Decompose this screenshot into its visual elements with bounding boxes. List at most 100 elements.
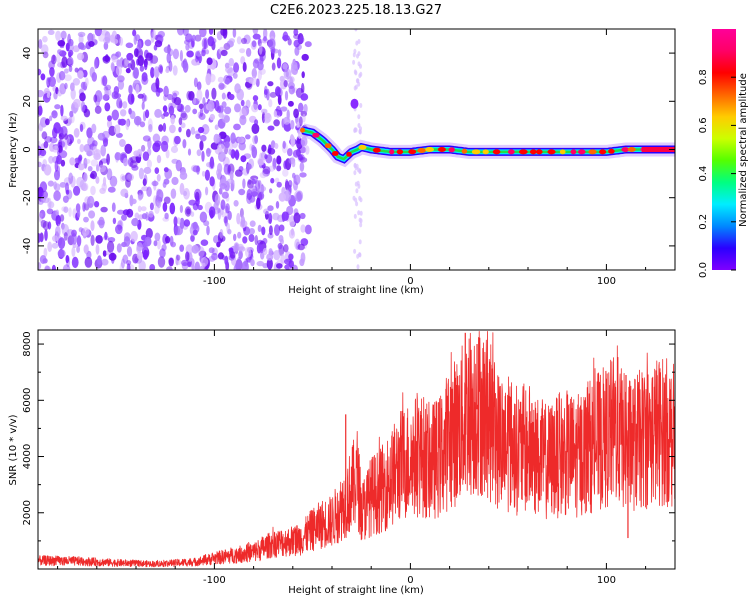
noise-blob (283, 80, 288, 88)
noise-blob (241, 260, 249, 270)
noise-blob (121, 214, 127, 221)
noise-blob (67, 33, 71, 46)
noise-blob (86, 127, 93, 139)
noise-blob (201, 170, 206, 177)
noise-blob (199, 211, 208, 223)
noise-blob (267, 147, 276, 155)
noise-blob (353, 170, 357, 176)
noise-blob (64, 74, 72, 82)
figure-title: C2E6.2023.225.18.13.G27 (270, 3, 442, 18)
noise-blob (192, 108, 198, 115)
noise-blob (232, 29, 237, 38)
noise-blob (192, 229, 198, 236)
noise-blob (278, 235, 284, 242)
noise-blob (201, 37, 209, 50)
noise-blob (104, 231, 108, 240)
ridge-hotspot (372, 147, 381, 153)
noise-blob (144, 62, 148, 71)
noise-blob (117, 79, 125, 90)
snr-marks (38, 331, 675, 568)
noise-blob (200, 239, 209, 246)
noise-blob (38, 262, 42, 270)
noise-blob (168, 105, 175, 116)
noise-blob (142, 135, 151, 142)
noise-blob (59, 150, 68, 159)
noise-blob (276, 165, 282, 172)
noise-blob (271, 62, 276, 71)
noise-blob (44, 265, 51, 270)
noise-blob (181, 259, 189, 267)
noise-blob (194, 34, 202, 42)
y-tick-label: 4000 (22, 444, 33, 469)
noise-blob (125, 68, 131, 74)
noise-blob (353, 248, 357, 254)
noise-blob (38, 199, 44, 205)
noise-blob (195, 195, 200, 207)
noise-blob (66, 57, 73, 65)
noise-blob (251, 185, 258, 198)
ridge-hotspot (529, 149, 537, 155)
noise-blob (191, 34, 196, 42)
noise-blob (229, 247, 234, 257)
noise-blob (148, 210, 154, 218)
noise-blob (358, 73, 362, 79)
ridge-hotspot (396, 149, 404, 155)
ridge-hotspot (331, 151, 339, 156)
noise-blob (233, 264, 240, 270)
noise-blob (267, 81, 274, 87)
noise-blob (264, 112, 271, 119)
noise-blob (176, 29, 185, 36)
noise-blob (190, 211, 195, 217)
noise-blob (258, 185, 267, 192)
noise-blob (46, 208, 54, 215)
noise-blob (277, 242, 283, 250)
noise-blob (233, 62, 240, 73)
noise-blob (77, 31, 86, 38)
noise-blob (53, 190, 61, 202)
noise-blob (106, 153, 110, 166)
noise-blob (145, 109, 150, 119)
noise-blob (289, 76, 294, 87)
noise-blob (262, 166, 271, 175)
noise-blob (136, 251, 143, 260)
noise-blob (179, 217, 185, 230)
noise-blob (94, 29, 103, 37)
noise-blob (233, 123, 241, 131)
noise-blob (108, 252, 117, 261)
noise-blob (172, 48, 179, 60)
noise-blob (250, 259, 255, 267)
noise-blob (208, 37, 217, 45)
noise-blob (119, 262, 124, 270)
noise-blob (131, 218, 139, 227)
noise-blob (128, 84, 133, 95)
noise-blob (204, 169, 210, 181)
noise-blob (261, 111, 266, 124)
noise-blob (157, 256, 166, 268)
noise-blob (71, 256, 79, 269)
noise-blob (274, 224, 280, 236)
colorbar-axes: 0.0 0.2 0.4 0.6 0.8 (698, 69, 736, 278)
noise-blob (179, 171, 188, 180)
noise-blob (150, 67, 155, 79)
noise-blob (298, 116, 303, 127)
noise-blob (209, 113, 215, 121)
noise-blob (353, 127, 357, 133)
noise-blob (73, 185, 81, 196)
noise-blob (358, 217, 362, 223)
noise-blob (137, 205, 142, 212)
noise-blob (65, 255, 70, 264)
noise-blob (149, 202, 154, 211)
noise-blob (154, 108, 163, 118)
ridge-hotspot (461, 148, 468, 154)
noise-blob (236, 36, 242, 45)
noise-blob (209, 176, 215, 187)
noise-blob (354, 29, 358, 32)
noise-blob (40, 219, 47, 228)
noise-blob (221, 212, 227, 218)
noise-blob (355, 188, 359, 194)
noise-blob (59, 214, 65, 222)
noise-blob (208, 255, 216, 262)
noise-blob (38, 105, 43, 116)
noise-blob (94, 105, 102, 115)
noise-blob (219, 84, 227, 89)
